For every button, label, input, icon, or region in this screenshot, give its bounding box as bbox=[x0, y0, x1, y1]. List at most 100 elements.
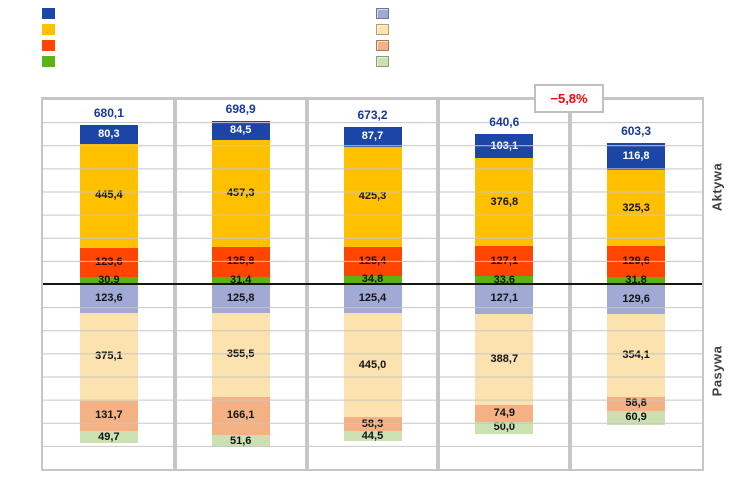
legend-swatch-salmon-segment bbox=[376, 40, 389, 51]
light-green-segment: 44,5 bbox=[343, 429, 402, 442]
pasywa-bar: 127,1 388,7 74,9 50,0 bbox=[475, 284, 534, 434]
orange-red-segment: 127,1 bbox=[475, 246, 534, 277]
bar-total-label: 640,6 bbox=[489, 115, 520, 130]
dark-blue-segment: 103,1 bbox=[475, 134, 534, 159]
salmon-segment: 58,3 bbox=[343, 417, 402, 431]
orange-red-segment: 125,8 bbox=[211, 247, 270, 277]
segment-value-label: 74,9 bbox=[493, 406, 515, 419]
segment-value-label: 388,7 bbox=[490, 352, 519, 365]
orange-red-segment: 123,6 bbox=[79, 247, 138, 277]
change-annotation-text: −5,8% bbox=[550, 91, 588, 106]
side-label-pasywa: Pasywa bbox=[709, 345, 725, 397]
legend-swatch-light-green-segment bbox=[376, 56, 389, 67]
gold-segment: 445,4 bbox=[79, 143, 138, 248]
light-green-segment: 50,0 bbox=[475, 421, 534, 434]
pasywa-bar: 125,4 445,0 58,3 44,5 bbox=[343, 284, 402, 442]
legend-swatch-lavender-segment bbox=[376, 8, 389, 19]
legend-swatch-dark-blue-segment bbox=[42, 8, 55, 19]
aktywa-bar: 84,5 457,3 125,8 31,4 bbox=[211, 120, 270, 285]
segment-value-label: 129,6 bbox=[622, 292, 650, 305]
segment-value-label: 445,4 bbox=[95, 189, 123, 202]
segment-value-label: 125,4 bbox=[358, 254, 387, 267]
dark-blue-segment: 87,7 bbox=[343, 126, 402, 148]
segment-value-label: 125,8 bbox=[226, 255, 255, 268]
segment-value-label: 376,8 bbox=[490, 195, 519, 208]
segment-value-label: 58,3 bbox=[361, 417, 384, 430]
segment-value-label: 355,5 bbox=[226, 348, 255, 361]
dark-blue-segment: 116,8 bbox=[607, 142, 666, 171]
segment-value-label: 123,6 bbox=[95, 255, 123, 268]
segment-value-label: 60,9 bbox=[625, 411, 647, 424]
bar-total-label: 698,9 bbox=[225, 101, 256, 116]
aktywa-bar: 116,8 325,3 129,6 31,8 bbox=[607, 142, 666, 285]
bar-total-label: 680,1 bbox=[93, 105, 124, 120]
legend-swatch-green-segment bbox=[42, 56, 55, 67]
side-label-aktywa: Aktywa bbox=[709, 162, 725, 212]
bar-total-label: 673,2 bbox=[357, 107, 388, 122]
segment-value-label: 354,1 bbox=[622, 349, 650, 362]
segment-value-label: 123,6 bbox=[95, 291, 123, 304]
aktywa-bar: 80,3 445,4 123,6 30,9 bbox=[79, 124, 138, 285]
aktywa-bar: 87,7 425,3 125,4 34,8 bbox=[343, 126, 402, 285]
orange-red-segment: 129,6 bbox=[607, 246, 666, 277]
pasywa-bar: 125,8 355,5 166,1 51,6 bbox=[211, 284, 270, 448]
cream-segment: 388,7 bbox=[475, 313, 534, 405]
gold-segment: 425,3 bbox=[343, 147, 402, 247]
segment-value-label: 166,1 bbox=[226, 409, 255, 422]
salmon-segment: 58,8 bbox=[607, 397, 666, 411]
cream-segment: 354,1 bbox=[607, 314, 666, 398]
salmon-segment: 74,9 bbox=[475, 404, 534, 423]
legend-swatch-orange-red-segment bbox=[42, 40, 55, 51]
plot-area: 80,3 445,4 123,6 30,9 123,6 375,1 131,7 49,7 680… bbox=[41, 97, 704, 471]
segment-value-label: 125,4 bbox=[358, 292, 387, 305]
segment-value-label: 457,3 bbox=[226, 187, 255, 200]
lavender-segment: 125,4 bbox=[343, 284, 402, 314]
segment-value-label: 116,8 bbox=[622, 150, 650, 163]
segment-value-label: 103,1 bbox=[490, 139, 519, 152]
dark-blue-segment: 84,5 bbox=[211, 120, 270, 141]
gold-segment: 325,3 bbox=[607, 170, 666, 247]
segment-value-label: 51,6 bbox=[229, 434, 252, 447]
salmon-segment: 166,1 bbox=[211, 396, 270, 436]
pasywa-bar: 129,6 354,1 58,8 60,9 bbox=[607, 284, 666, 426]
aktywa-bar: 103,1 376,8 127,1 33,6 bbox=[475, 134, 534, 285]
segment-value-label: 131,7 bbox=[95, 409, 123, 422]
cream-segment: 445,0 bbox=[343, 313, 402, 418]
light-green-segment: 49,7 bbox=[79, 431, 138, 443]
segment-value-label: 375,1 bbox=[95, 350, 123, 363]
lavender-segment: 123,6 bbox=[79, 284, 138, 313]
segment-value-label: 325,3 bbox=[622, 201, 650, 214]
segment-value-label: 58,8 bbox=[625, 397, 647, 410]
light-green-segment: 60,9 bbox=[607, 410, 666, 426]
lavender-segment: 129,6 bbox=[607, 284, 666, 315]
gold-segment: 376,8 bbox=[475, 158, 534, 247]
pasywa-bar: 123,6 375,1 131,7 49,7 bbox=[79, 284, 138, 443]
bar-total-label: 603,3 bbox=[621, 123, 652, 138]
legend-group-pasywa bbox=[376, 8, 389, 72]
segment-value-label: 84,5 bbox=[229, 123, 252, 136]
change-annotation: −5,8% bbox=[534, 84, 604, 113]
dark-blue-segment: 80,3 bbox=[79, 124, 138, 144]
light-green-segment: 51,6 bbox=[211, 434, 270, 448]
segment-value-label: 44,5 bbox=[361, 429, 384, 442]
gold-segment: 457,3 bbox=[211, 140, 270, 248]
lavender-segment: 125,8 bbox=[211, 284, 270, 314]
segment-value-label: 127,1 bbox=[490, 292, 519, 305]
segment-value-label: 127,1 bbox=[490, 254, 519, 267]
salmon-segment: 131,7 bbox=[79, 400, 138, 432]
segment-value-label: 87,7 bbox=[361, 130, 384, 143]
segment-value-label: 445,0 bbox=[358, 358, 387, 371]
segment-value-label: 125,8 bbox=[226, 292, 255, 305]
legend-group-aktywa bbox=[42, 8, 55, 72]
legend-swatch-gold-segment bbox=[42, 24, 55, 35]
cream-segment: 355,5 bbox=[211, 313, 270, 397]
segment-value-label: 50,0 bbox=[493, 421, 515, 434]
segment-value-label: 425,3 bbox=[358, 190, 387, 203]
segment-value-label: 129,6 bbox=[622, 254, 650, 267]
midline bbox=[43, 283, 702, 285]
orange-red-segment: 125,4 bbox=[343, 246, 402, 276]
lavender-segment: 127,1 bbox=[475, 284, 534, 314]
cream-segment: 375,1 bbox=[79, 312, 138, 401]
segment-value-label: 80,3 bbox=[98, 127, 120, 140]
